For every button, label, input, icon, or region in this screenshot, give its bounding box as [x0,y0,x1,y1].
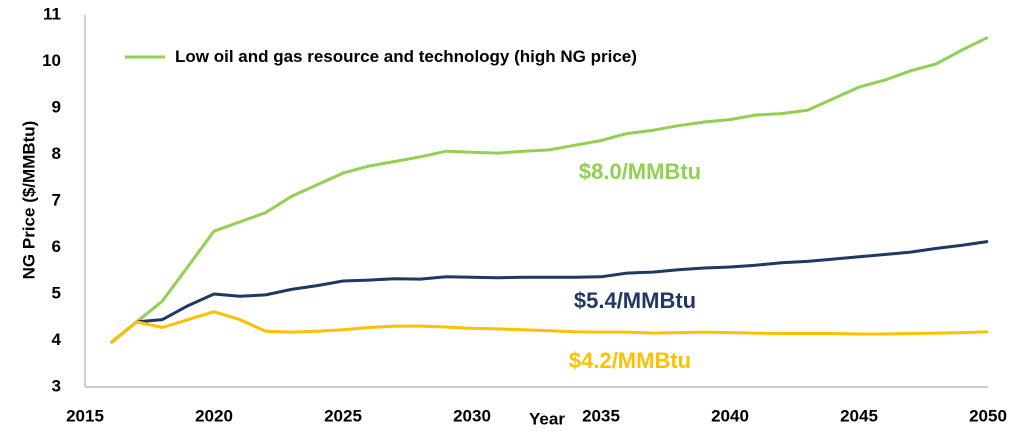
y-tick-label: 9 [52,97,61,116]
x-tick-label: 2030 [453,406,491,425]
x-tick-label: 2015 [66,406,104,425]
x-tick-label: 2025 [324,406,362,425]
series-line [109,310,989,344]
y-tick-label: 3 [52,376,61,395]
series-line [109,240,989,344]
y-axis-label: NG Price ($/MMBtu) [19,121,38,280]
y-tick-label: 11 [43,4,61,23]
y-tick-label: 7 [52,190,61,209]
annotation: $4.2/MMBtu [569,348,691,373]
x-tick-label: 2035 [582,406,620,425]
x-tick-label: 2020 [195,406,233,425]
y-tick-label: 4 [52,330,62,349]
annotation: $5.4/MMBtu [574,288,696,313]
y-tick-label: 5 [52,283,61,302]
annotation: $8.0/MMBtu [579,159,701,184]
legend-label: Low oil and gas resource and technology … [175,47,637,66]
x-tick-label: 2045 [840,406,878,425]
y-tick-label: 10 [42,51,61,70]
series-line [109,35,989,344]
x-axis-label: Year [529,409,565,428]
y-tick-label: 8 [52,144,61,163]
y-tick-label: 6 [52,237,61,256]
x-tick-label: 2050 [969,406,1007,425]
x-tick-label: 2040 [711,406,749,425]
